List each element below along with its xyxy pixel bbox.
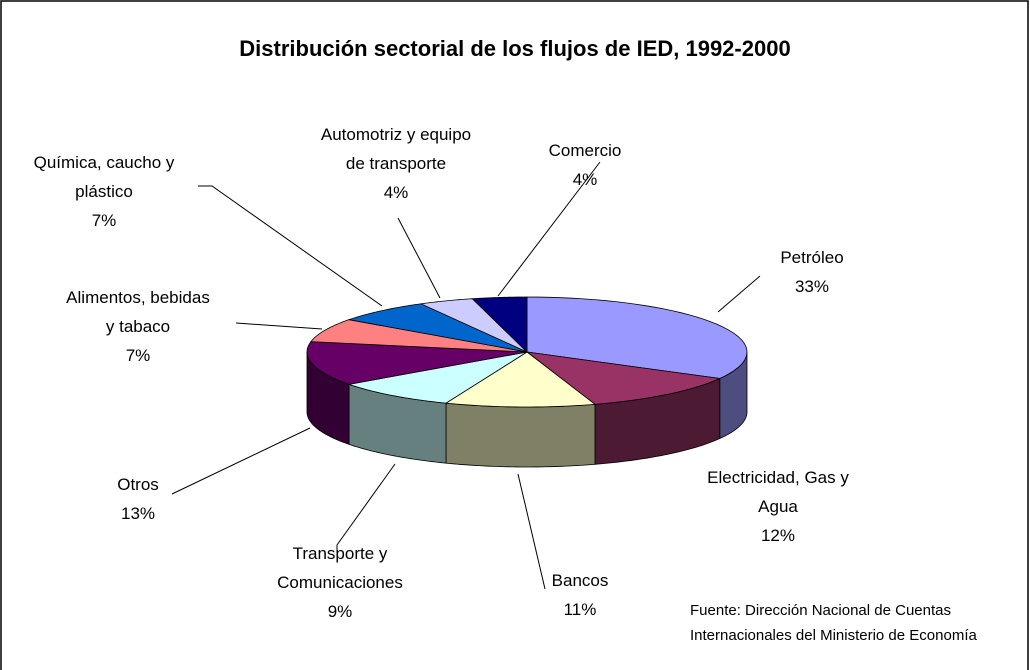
source-note: Fuente: Dirección Nacional de Cuentas In… [690, 602, 977, 644]
leader-line [171, 427, 311, 495]
category-label: Alimentos, bebidas y tabaco [66, 288, 210, 336]
slice-label: Transporte y Comunicaciones 9% [277, 539, 403, 626]
value-label: 12% [760, 526, 796, 545]
slice [525, 351, 722, 405]
category-label: Automotriz y equipo de transporte [320, 125, 472, 173]
slice [419, 298, 528, 353]
slice-label: Comercio 4% [549, 136, 622, 194]
slice [310, 319, 528, 353]
slice [526, 296, 748, 379]
slice-label: Química, caucho y plástico 7% [34, 148, 175, 235]
value-label: 7% [125, 346, 151, 365]
slice [444, 351, 597, 408]
value-label: 33% [794, 277, 830, 296]
slice-label: Alimentos, bebidas y tabaco 7% [66, 283, 210, 370]
slice [306, 341, 528, 385]
category-label: Petróleo [780, 248, 844, 267]
slice-label: Electricidad, Gas y Agua 12% [707, 463, 849, 550]
category-label: Electricidad, Gas y Agua [707, 468, 849, 516]
value-label: 4% [572, 170, 598, 189]
slice-label: Petróleo 33% [780, 243, 843, 301]
leader-line [717, 275, 761, 313]
slice-label: Bancos 11% [552, 566, 609, 624]
leader-line [336, 463, 396, 558]
slice-side [445, 402, 596, 468]
category-label: Transporte y Comunicaciones [277, 544, 403, 592]
value-label: 7% [91, 211, 117, 230]
leader-line [235, 322, 323, 330]
leader-line [198, 185, 383, 307]
category-label: Comercio [548, 141, 622, 160]
category-label: Bancos [551, 571, 609, 590]
leader-line [497, 161, 601, 297]
leader-line [517, 473, 546, 590]
value-label: 11% [563, 600, 597, 619]
value-label: 4% [383, 183, 409, 202]
slice-label: Automotriz y equipo de transporte 4% [321, 120, 471, 207]
value-label: 9% [327, 602, 353, 621]
chart-title: Distribución sectorial de los flujos de … [239, 36, 791, 61]
category-label: Otros [117, 475, 159, 494]
slice [471, 296, 528, 353]
slice-label: Otros 13% [117, 470, 159, 528]
leader-line [397, 217, 441, 299]
slice [347, 351, 528, 404]
slice [347, 303, 528, 353]
category-label: Química, caucho y plástico [33, 153, 175, 201]
value-label: 13% [120, 504, 156, 523]
